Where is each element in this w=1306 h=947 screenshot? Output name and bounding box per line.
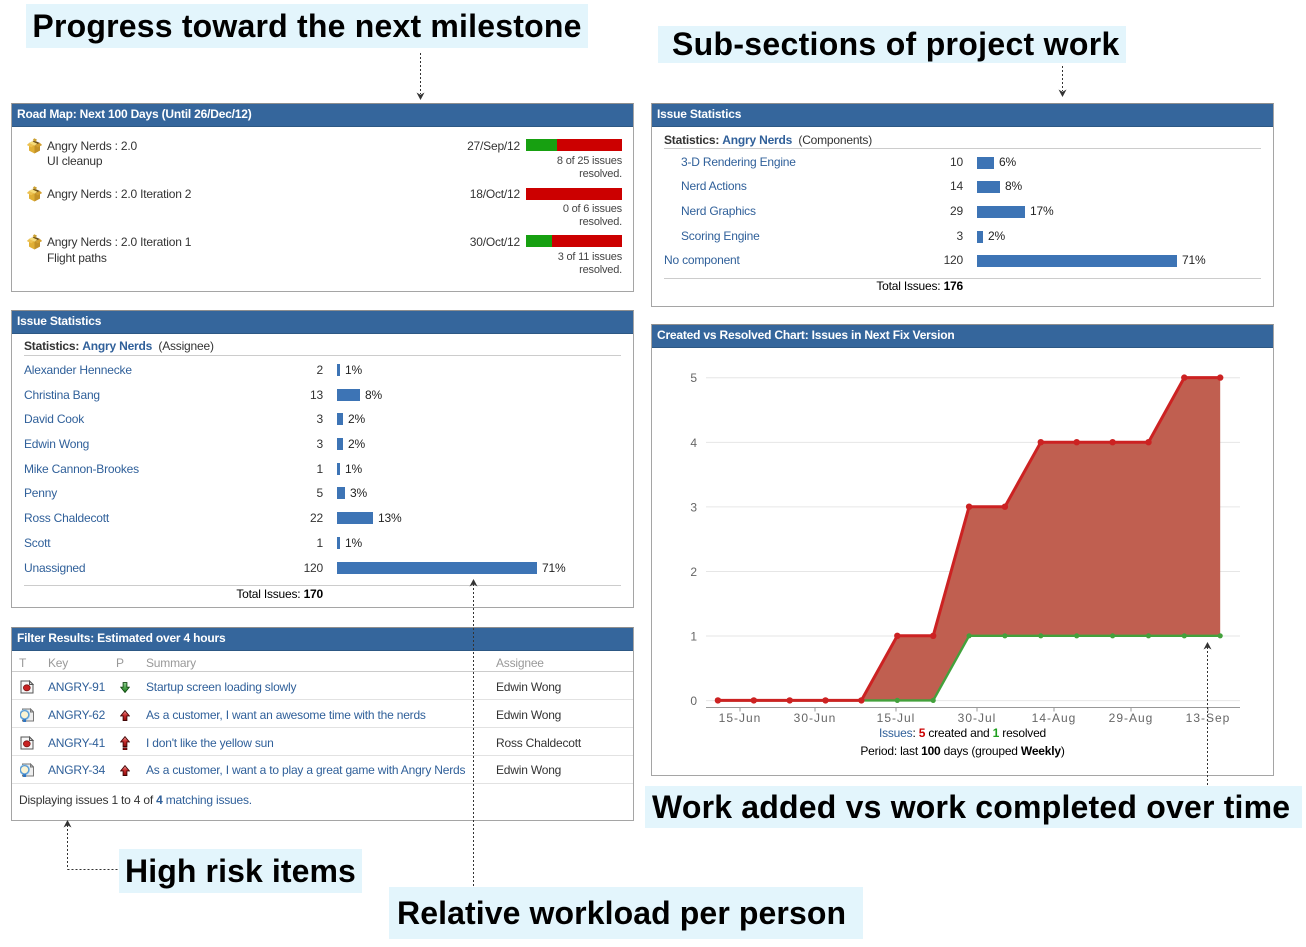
svg-text:2: 2 [690, 565, 697, 579]
svg-text:0: 0 [690, 694, 697, 708]
svg-text:15-Jun: 15-Jun [719, 711, 762, 725]
svg-text:30-Jul: 30-Jul [958, 711, 997, 725]
svg-text:29-Aug: 29-Aug [1109, 711, 1154, 725]
svg-text:5: 5 [690, 371, 697, 385]
svg-text:14-Aug: 14-Aug [1032, 711, 1077, 725]
svg-text:1: 1 [690, 629, 697, 643]
svg-text:30-Jun: 30-Jun [794, 711, 837, 725]
svg-text:13-Sep: 13-Sep [1186, 711, 1231, 725]
svg-text:4: 4 [690, 436, 697, 450]
svg-text:15-Jul: 15-Jul [877, 711, 916, 725]
svg-text:3: 3 [690, 500, 697, 514]
